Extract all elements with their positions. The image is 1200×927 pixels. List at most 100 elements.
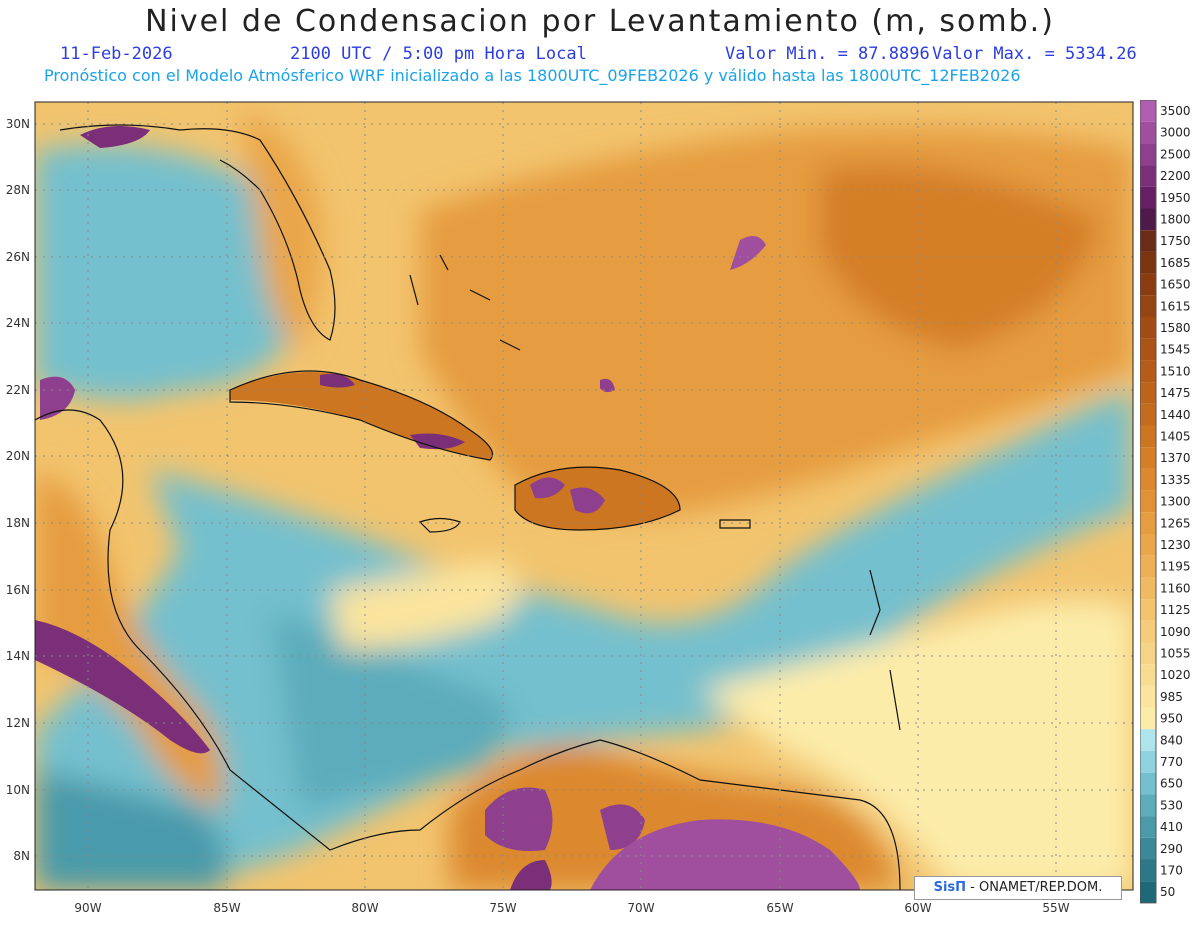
- legend-label: 50: [1160, 885, 1175, 899]
- legend-swatch: [1140, 143, 1156, 166]
- legend-label: 1195: [1160, 560, 1191, 574]
- legend-swatch: [1140, 664, 1156, 686]
- max-value: Valor Max. = 5334.26: [932, 44, 1137, 64]
- legend-label: 950: [1160, 712, 1183, 726]
- legend-swatch: [1140, 512, 1156, 534]
- legend-label: 1545: [1160, 343, 1191, 357]
- legend-label: 1510: [1160, 364, 1191, 378]
- legend-swatch: [1140, 751, 1156, 773]
- legend-swatch: [1140, 425, 1156, 448]
- legend-swatch: [1140, 881, 1156, 903]
- legend-swatch: [1140, 273, 1156, 296]
- legend-label: 1090: [1160, 625, 1191, 639]
- legend-label: 1950: [1160, 191, 1191, 205]
- legend-label: 3000: [1160, 126, 1191, 140]
- credit-text: - ONAMET/REP.DOM.: [966, 880, 1103, 895]
- model-subtitle: Pronóstico con el Modelo Atmósferico WRF…: [44, 66, 1021, 85]
- legend-swatch: [1140, 620, 1156, 643]
- credit-brand: SisΠ: [933, 880, 967, 895]
- legend-label: 1300: [1160, 495, 1191, 509]
- lon-tick: 90W: [74, 901, 101, 915]
- legend-swatch: [1140, 772, 1156, 795]
- map-figure: 90W 85W 80W 75W 70W 65W 60W 55W 30N 28N …: [6, 101, 1134, 915]
- legend-swatch: [1140, 599, 1156, 621]
- legend-label: 1055: [1160, 647, 1191, 661]
- legend-label: 1020: [1160, 668, 1191, 682]
- legend-swatch: [1140, 338, 1156, 361]
- legend-label: 770: [1160, 755, 1183, 769]
- lat-tick: 12N: [6, 716, 30, 730]
- legend-label: 1335: [1160, 473, 1191, 487]
- legend-swatch: [1140, 837, 1156, 860]
- legend-label: 650: [1160, 777, 1183, 791]
- legend-swatch: [1140, 642, 1156, 665]
- lat-tick: 24N: [6, 316, 30, 330]
- lat-tick: 26N: [6, 250, 30, 264]
- legend-swatch: [1140, 121, 1156, 144]
- legend-label: 1685: [1160, 256, 1191, 270]
- lat-tick: 8N: [13, 849, 30, 863]
- legend-label: 1405: [1160, 430, 1191, 444]
- legend-swatch: [1140, 295, 1156, 317]
- lon-tick: 55W: [1042, 901, 1069, 915]
- legend-swatch: [1140, 447, 1156, 469]
- legend-label: 530: [1160, 798, 1183, 812]
- legend-label: 1650: [1160, 278, 1191, 292]
- forecast-date: 11-Feb-2026: [60, 44, 173, 64]
- legend-swatch: [1140, 317, 1156, 339]
- legend-swatch: [1140, 251, 1156, 274]
- legend-frame: [1140, 100, 1157, 904]
- legend-label: 1750: [1160, 234, 1191, 248]
- legend-label: 1475: [1160, 386, 1191, 400]
- lon-tick: 75W: [489, 901, 516, 915]
- legend-label: 1370: [1160, 451, 1191, 465]
- legend-swatch: [1140, 577, 1156, 600]
- legend-label: 290: [1160, 842, 1183, 856]
- map-title: Nivel de Condensacion por Levantamiento …: [145, 4, 1055, 39]
- graticule: [35, 102, 1133, 890]
- legend-swatch: [1140, 707, 1156, 730]
- lat-tick: 20N: [6, 449, 30, 463]
- lon-tick: 65W: [766, 901, 793, 915]
- legend-swatch: [1140, 685, 1156, 708]
- lat-tick: 30N: [6, 117, 30, 131]
- legend-swatch: [1140, 403, 1156, 426]
- legend-label: 1800: [1160, 213, 1191, 227]
- forecast-time: 2100 UTC / 5:00 pm Hora Local: [290, 44, 587, 64]
- lat-tick: 16N: [6, 583, 30, 597]
- legend-swatch: [1140, 859, 1156, 882]
- legend-label: 410: [1160, 820, 1183, 834]
- map-frame: [34, 101, 1134, 891]
- legend-label: 1125: [1160, 603, 1191, 617]
- legend-swatch: [1140, 230, 1156, 252]
- coastlines: [35, 124, 901, 890]
- legend-label: 1160: [1160, 581, 1191, 595]
- legend-swatch: [1140, 382, 1156, 404]
- lon-tick: 60W: [904, 901, 931, 915]
- legend-label: 170: [1160, 864, 1183, 878]
- lat-tick: 22N: [6, 383, 30, 397]
- legend-label: 1615: [1160, 299, 1191, 313]
- lon-tick: 85W: [213, 901, 240, 915]
- lat-tick: 14N: [6, 649, 30, 663]
- lon-tick: 70W: [627, 901, 654, 915]
- legend-label: 3500: [1160, 104, 1191, 118]
- lon-tick: 80W: [351, 901, 378, 915]
- credit-box: SisΠ - ONAMET/REP.DOM.: [914, 876, 1122, 900]
- legend-swatch: [1140, 468, 1156, 491]
- legend-swatch: [1140, 816, 1156, 838]
- legend-label: 2200: [1160, 169, 1191, 183]
- lat-tick: 10N: [6, 783, 30, 797]
- lat-tick: 28N: [6, 183, 30, 197]
- legend-swatch: [1140, 490, 1156, 513]
- legend-swatch: [1140, 555, 1156, 578]
- lat-tick: 18N: [6, 516, 30, 530]
- legend-label: 985: [1160, 690, 1183, 704]
- min-value: Valor Min. = 87.8896: [725, 44, 930, 64]
- legend-label: 2500: [1160, 147, 1191, 161]
- legend-swatch: [1140, 208, 1156, 231]
- legend-label: 1230: [1160, 538, 1191, 552]
- legend-swatch: [1140, 534, 1156, 556]
- legend-label: 1580: [1160, 321, 1191, 335]
- legend-swatch: [1140, 794, 1156, 817]
